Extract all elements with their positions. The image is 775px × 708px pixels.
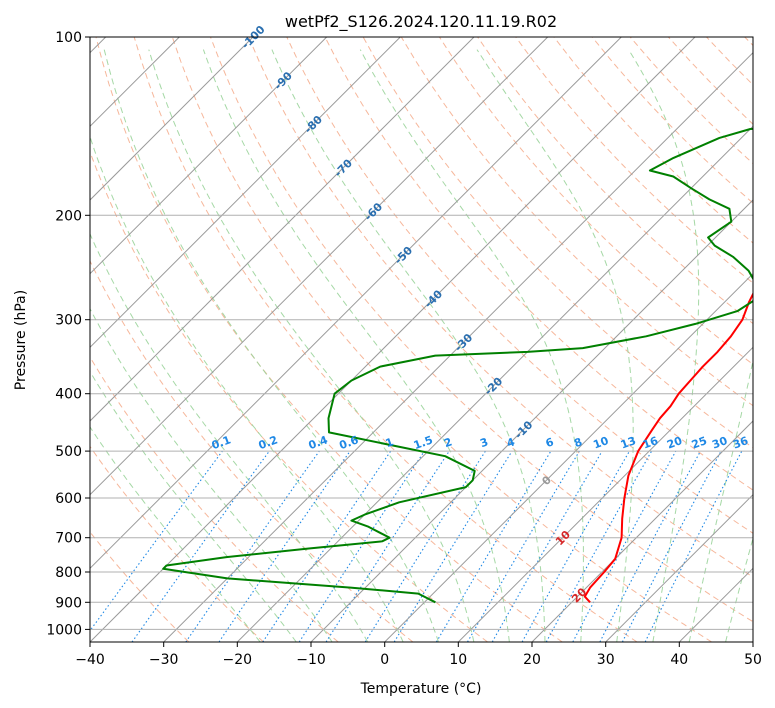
mixing-ratio-label: 25 [690, 434, 709, 451]
isotherm-line [163, 51, 753, 642]
isotherm-line [310, 199, 753, 642]
moist-adiabat-line [202, 49, 510, 642]
isotherm-line [236, 125, 753, 642]
mixing-ratio-label: 30 [710, 434, 729, 452]
mixing-ratio-line [185, 450, 320, 642]
dry-adiabat-line [324, 37, 753, 491]
moist-adiabat-line [90, 426, 261, 642]
mixing-ratio-label: 8 [572, 435, 584, 450]
mixing-ratio-label: 13 [619, 434, 638, 451]
y-tick-label: 400 [55, 387, 82, 403]
mixing-ratio-label: 0.4 [307, 433, 330, 452]
x-tick-label: 40 [670, 652, 688, 668]
mixing-ratio-label: 2 [442, 435, 454, 450]
plot-background [90, 37, 753, 642]
moist-adiabat-line [148, 49, 475, 642]
x-tick-label: −30 [149, 652, 179, 668]
moist-adiabat-line [476, 49, 634, 642]
mixing-ratio-line [90, 450, 223, 632]
moist-adiabat-line [688, 358, 753, 642]
moist-adiabat-line [90, 370, 297, 642]
mixing-ratio-label: 36 [731, 434, 750, 452]
x-tick-label: 30 [597, 652, 615, 668]
dewpoint-profile-line [162, 127, 753, 604]
x-tick-label: −40 [75, 652, 105, 668]
isotherm-line [457, 346, 753, 642]
isotherm-line [90, 37, 254, 201]
dry-adiabat-line [90, 445, 264, 642]
mixing-ratio-line [572, 450, 677, 642]
isotherm-line [531, 420, 753, 642]
chart-title: wetPf2_S126.2024.120.11.19.R02 [285, 12, 557, 32]
mixing-ratio-line [218, 450, 351, 642]
y-tick-label: 600 [55, 491, 82, 507]
y-tick-label: 500 [55, 444, 82, 460]
isotherm-line [90, 37, 475, 422]
mixing-ratio-label: 6 [544, 435, 556, 450]
mixing-ratio-line [545, 450, 653, 642]
dry-adiabat-line [210, 37, 753, 623]
y-tick-label: 700 [55, 531, 82, 547]
dry-adiabat-line [286, 37, 753, 534]
x-tick-label: 10 [449, 652, 467, 668]
x-tick-label: 50 [744, 652, 762, 668]
moist-adiabat-line [90, 135, 404, 642]
y-axis-title: Pressure (hPa) [13, 290, 29, 390]
mixing-ratio-label: 10 [591, 434, 610, 452]
mixing-ratio-line [298, 450, 425, 642]
moist-adiabat-line [90, 307, 333, 642]
moist-adiabat-line [90, 232, 369, 642]
mixing-ratio-label: 3 [478, 435, 490, 450]
dry-adiabat-line [133, 37, 638, 642]
dry-adiabat-line [95, 37, 563, 642]
isotherm-line [605, 493, 753, 642]
mixing-ratio-line [644, 450, 743, 642]
isotherm-line [90, 37, 696, 642]
x-axis-title: Temperature (°C) [360, 681, 482, 697]
x-tick-label: −20 [223, 652, 253, 668]
plot-frame [89, 36, 754, 643]
y-tick-label: 800 [55, 565, 82, 581]
moist-adiabat-line [271, 49, 546, 642]
x-tick-label: 0 [380, 652, 389, 668]
y-tick-label: 100 [55, 30, 82, 46]
mixing-ratio-label: 1 [384, 435, 396, 450]
isotherm-line [90, 37, 401, 349]
moist-adiabat-line [725, 536, 753, 642]
isotherm-line [752, 641, 753, 642]
dry-adiabat-line [515, 37, 753, 284]
mixing-ratio-line [262, 450, 392, 642]
y-tick-label: 900 [55, 595, 82, 611]
mixing-ratio-label: 16 [641, 434, 660, 452]
mixing-ratio-line [131, 450, 270, 642]
dry-adiabat-line [171, 37, 712, 642]
y-tick-label: 1000 [46, 622, 82, 638]
mixing-ratio-label: 4 [505, 435, 517, 450]
dry-adiabat-line [90, 259, 414, 642]
isotherm-line [90, 37, 549, 496]
moist-adiabat-line [628, 49, 700, 642]
mixing-ratio-label: 0.1 [210, 433, 233, 452]
mixing-ratio-line [393, 450, 513, 642]
dry-adiabat-line [90, 356, 339, 642]
mixing-ratio-line [325, 450, 450, 642]
x-tick-label: 20 [523, 652, 541, 668]
mixing-ratio-label: 0.6 [338, 433, 361, 452]
y-tick-label: 300 [55, 313, 82, 329]
dry-adiabat-line [248, 37, 753, 578]
x-tick-label: −10 [296, 652, 326, 668]
temperature-profile-line [583, 291, 753, 603]
mixing-ratio-label: 1.5 [412, 433, 435, 452]
moist-adiabat-line [103, 49, 439, 642]
isotherm-line [90, 37, 328, 275]
mixing-ratio-label: 20 [665, 434, 684, 452]
mixing-ratio-line [521, 450, 630, 642]
mixing-ratio-label: 0.2 [257, 433, 280, 452]
isotherm-line [90, 37, 622, 570]
isotherm-line [384, 272, 753, 642]
y-tick-label: 200 [55, 208, 82, 224]
